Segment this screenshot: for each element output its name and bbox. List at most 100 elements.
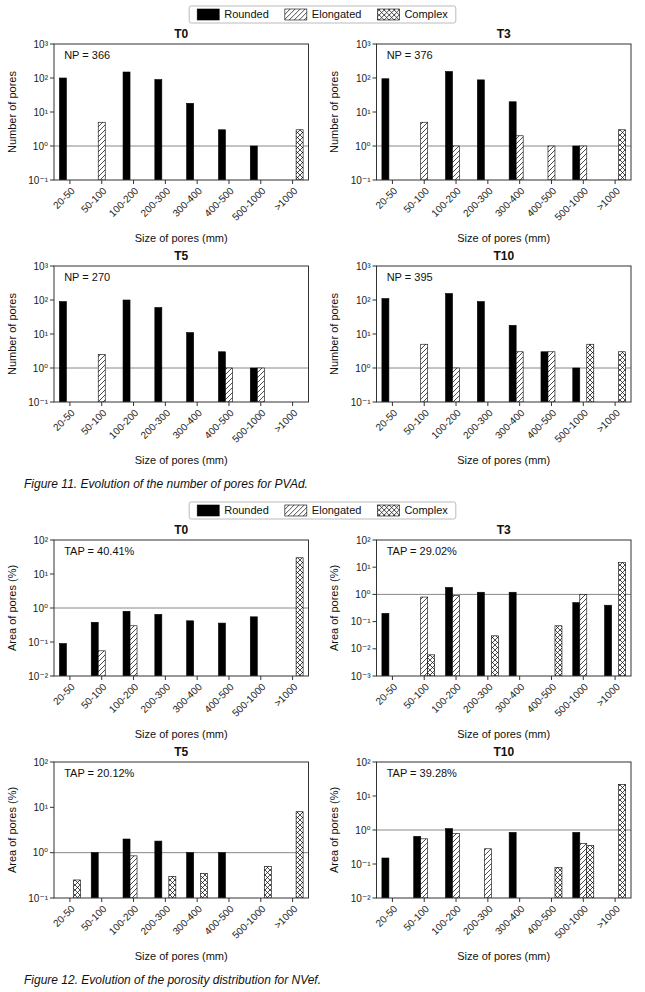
legend-label: Rounded — [224, 504, 269, 516]
bar — [477, 592, 484, 676]
y-tick — [373, 762, 377, 763]
x-tick-label: 20-50 — [373, 903, 399, 929]
y-tick-label: 10² — [356, 295, 371, 306]
x-tick — [165, 180, 166, 184]
bar — [555, 867, 562, 898]
y-axis-label: Area of pores (%) — [328, 565, 340, 651]
x-tick-label: 500-1000 — [230, 407, 268, 445]
bar — [428, 655, 435, 676]
bar — [548, 146, 555, 180]
bar — [123, 300, 130, 402]
y-axis-label: Area of pores (%) — [328, 787, 340, 873]
y-tick-label: 10⁻³ — [351, 671, 371, 682]
annotation: TAP = 39.28% — [387, 767, 457, 779]
annotation: NP = 270 — [64, 271, 110, 283]
bar — [573, 368, 580, 402]
bar — [382, 79, 389, 180]
x-tick — [228, 898, 229, 902]
x-tick-label: 200-300 — [139, 903, 173, 937]
y-tick-label: 10⁻¹ — [351, 175, 371, 186]
x-tick — [260, 676, 261, 680]
y-tick — [373, 368, 377, 369]
bar — [477, 302, 484, 402]
plot-area — [377, 784, 632, 898]
y-tick — [373, 796, 377, 797]
x-axis-label: Size of pores (mm) — [135, 232, 228, 244]
bar — [218, 623, 225, 676]
bar — [555, 626, 562, 676]
x-tick-label: 100-200 — [429, 903, 463, 937]
x-tick-label: 50-100 — [401, 185, 431, 215]
y-tick — [373, 402, 377, 403]
x-tick — [487, 402, 488, 406]
annotation: NP = 366 — [64, 49, 110, 61]
bar — [187, 103, 194, 180]
bar — [619, 784, 626, 898]
panel-title: T10 — [493, 745, 514, 759]
bar — [123, 611, 130, 676]
legend-swatch — [377, 9, 399, 20]
x-tick — [487, 676, 488, 680]
y-tick-label: 10⁻¹ — [351, 616, 371, 627]
x-axis-label: Size of pores (mm) — [135, 950, 228, 962]
x-tick-label: 500-1000 — [230, 903, 268, 941]
y-tick — [373, 676, 377, 677]
panel-title: T10 — [493, 249, 514, 263]
reference-line — [377, 594, 632, 595]
x-tick — [487, 180, 488, 184]
bar — [382, 858, 389, 898]
x-tick — [615, 898, 616, 902]
bar — [446, 294, 453, 402]
x-tick — [101, 402, 102, 406]
bar — [421, 122, 428, 180]
x-tick-label: 300-400 — [493, 681, 527, 715]
bar — [382, 613, 389, 676]
y-tick-label: 10⁻² — [28, 671, 48, 682]
x-tick-label: 20-50 — [51, 407, 77, 433]
x-tick — [615, 180, 616, 184]
bar — [218, 853, 225, 898]
bar — [548, 352, 555, 402]
x-tick-label: 300-400 — [170, 681, 204, 715]
x-tick-label: 300-400 — [170, 903, 204, 937]
x-tick — [519, 402, 520, 406]
reference-line — [377, 146, 632, 147]
x-tick — [133, 898, 134, 902]
x-axis-label: Size of pores (mm) — [457, 950, 550, 962]
x-axis-label: Size of pores (mm) — [457, 454, 550, 466]
legend-label: Complex — [404, 504, 448, 516]
x-tick-label: 50-100 — [79, 185, 109, 215]
x-tick — [165, 676, 166, 680]
x-tick-label: 300-400 — [493, 903, 527, 937]
y-tick-label: 10¹ — [34, 107, 49, 118]
x-tick-label: >1000 — [594, 681, 622, 709]
y-tick-label: 10⁻¹ — [351, 859, 371, 870]
legend-swatch — [285, 505, 307, 516]
panel-title: T0 — [174, 27, 188, 41]
y-tick-label: 10⁻¹ — [28, 397, 48, 408]
bar — [250, 146, 257, 180]
x-axis-label: Size of pores (mm) — [457, 728, 550, 740]
y-tick — [373, 300, 377, 301]
x-tick — [69, 180, 70, 184]
x-tick-label: 100-200 — [107, 903, 141, 937]
plot-frame — [54, 540, 309, 676]
reference-line — [54, 608, 309, 609]
legend-swatch — [377, 505, 399, 516]
panel: 10⁻¹10⁰10¹10²10³20-5050-100100-200200-30… — [328, 249, 631, 466]
y-tick-label: 10³ — [34, 39, 49, 50]
y-tick — [50, 112, 54, 113]
bar — [446, 72, 453, 180]
plot-frame — [54, 762, 309, 898]
y-tick-label: 10² — [34, 295, 49, 306]
y-tick-label: 10¹ — [34, 802, 49, 813]
bar — [264, 866, 271, 898]
x-tick — [197, 898, 198, 902]
x-tick-label: 200-300 — [139, 185, 173, 219]
bar — [91, 853, 98, 898]
y-tick-label: 10² — [34, 757, 49, 768]
annotation: NP = 395 — [387, 271, 433, 283]
x-tick — [197, 402, 198, 406]
x-tick-label: 100-200 — [107, 681, 141, 715]
bar — [218, 130, 225, 180]
